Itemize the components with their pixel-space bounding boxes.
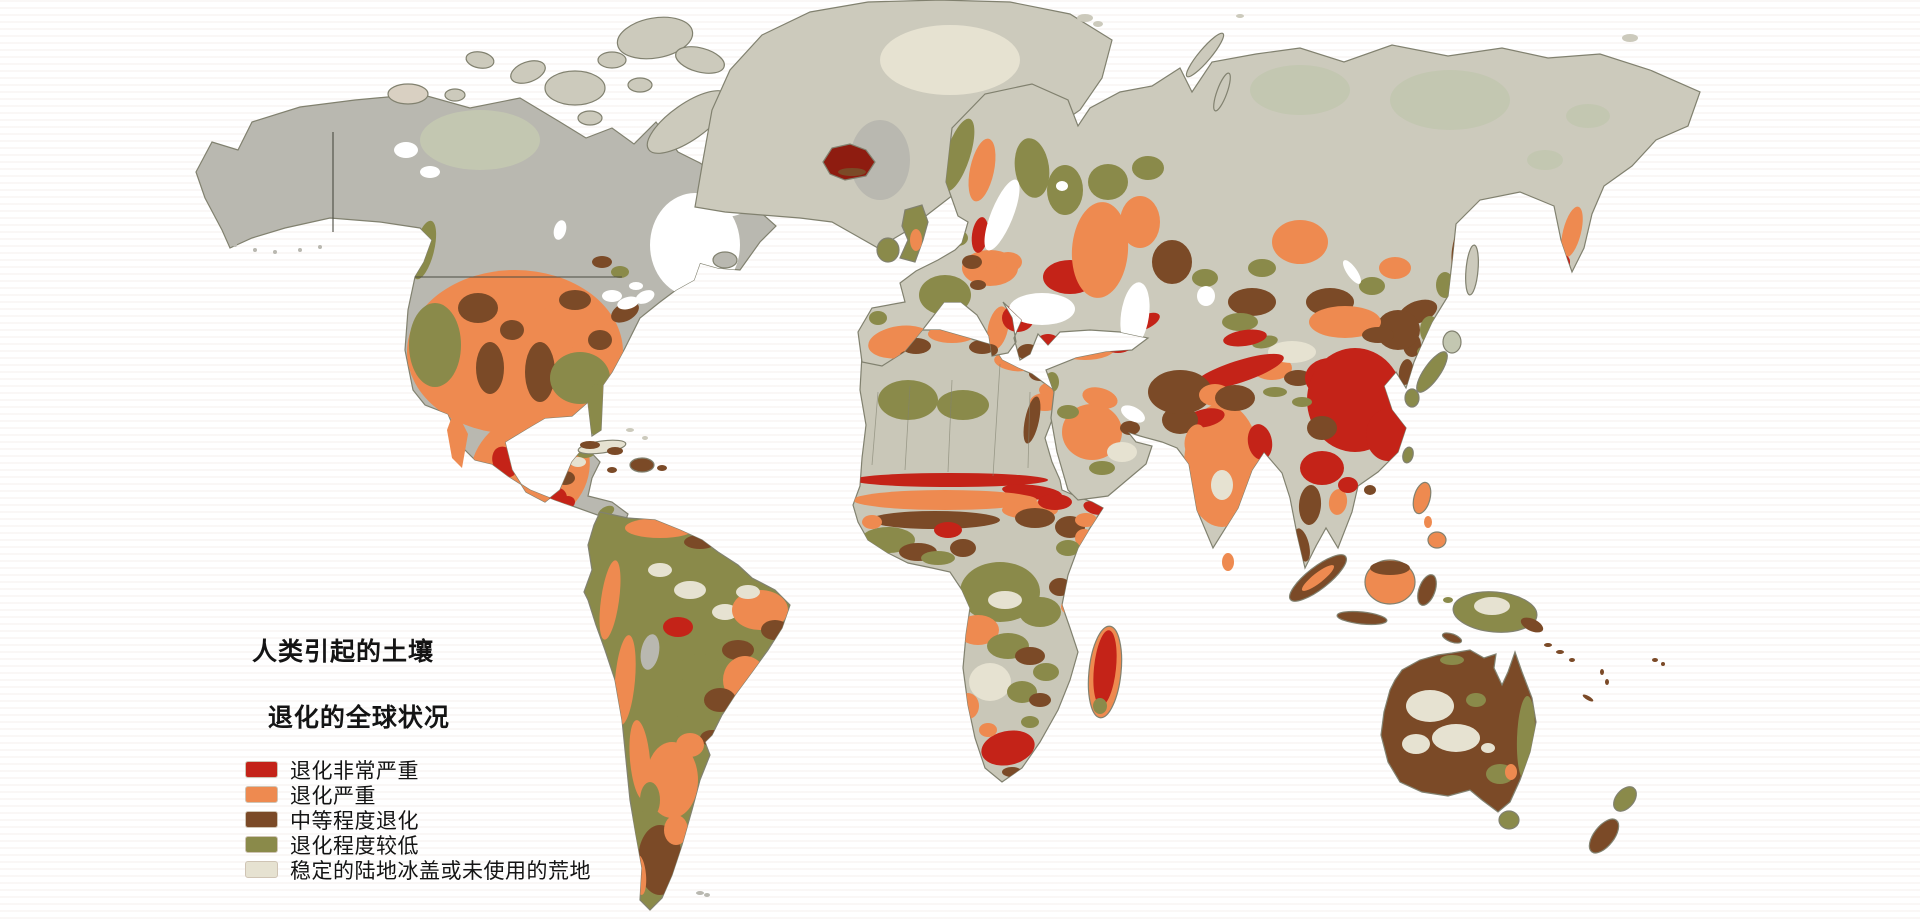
greenland	[694, 0, 1113, 249]
sahara-border-line	[992, 363, 1001, 477]
baja-california	[447, 408, 468, 468]
continent-eurasia	[857, 14, 1701, 571]
continent-africa	[852, 316, 1104, 783]
continent-australia	[1380, 649, 1537, 830]
british-isles	[876, 204, 929, 263]
legend-item-moderate: 中等程度退化	[245, 807, 591, 833]
legend-swatch	[245, 811, 278, 828]
arctic-islands	[387, 16, 730, 154]
java	[1336, 610, 1388, 626]
sahara-border-line	[1027, 391, 1031, 469]
legend-label: 稳定的陆地冰盖或未使用的荒地	[290, 859, 591, 883]
legend-swatch	[245, 761, 278, 778]
legend-swatch	[245, 836, 278, 853]
sahara-border-line	[904, 385, 911, 471]
tasmania	[1498, 810, 1520, 830]
japan	[1404, 330, 1462, 408]
legend-item-stable: 稳定的陆地冰盖或未使用的荒地	[245, 857, 591, 883]
aleutian-islands	[233, 243, 322, 254]
legend-item-low: 退化程度较低	[245, 832, 591, 858]
continent-north-america	[195, 16, 777, 555]
sahara-border-line	[947, 379, 953, 473]
legend-label: 退化非常严重	[290, 759, 419, 783]
legend-item-very-severe: 退化非常严重	[245, 757, 591, 783]
sulawesi	[1417, 574, 1437, 606]
sahara-border-line	[871, 391, 879, 466]
aral-sea	[1197, 286, 1215, 306]
indonesia-oceania	[1289, 554, 1665, 702]
iceland	[822, 143, 876, 181]
moluccas	[1443, 597, 1453, 603]
legend-item-severe: 退化严重	[245, 782, 591, 808]
legend-label: 中等程度退化	[290, 809, 419, 833]
map-title: 人类引起的土壤 退化的全球状况	[252, 636, 591, 735]
legend-swatch	[245, 786, 278, 803]
caspian-sea	[1120, 282, 1150, 348]
baltic-sea	[984, 179, 1020, 251]
arctic-russian-islands	[1077, 14, 1638, 112]
sri-lanka	[1222, 553, 1234, 571]
caribbean-islands	[577, 428, 667, 473]
map-title-line1: 人类引起的土壤	[252, 638, 435, 666]
persian-gulf	[1121, 405, 1145, 423]
madagascar	[1087, 625, 1123, 719]
black-sea	[1009, 293, 1075, 325]
timor	[1441, 632, 1463, 644]
sakhalin	[1465, 244, 1479, 296]
philippines	[1412, 481, 1447, 549]
continent-south-america	[583, 511, 791, 911]
legend-block: 人类引起的土壤 退化的全球状况 退化非常严重 退化严重 中等程度退化 退化程度较…	[245, 636, 591, 883]
hainan	[1364, 485, 1376, 495]
lake-baikal	[1342, 260, 1362, 284]
legend-swatch	[245, 861, 278, 878]
new-guinea	[1452, 591, 1544, 633]
north-island	[1613, 786, 1637, 812]
legend-rows: 退化非常严重 退化严重 中等程度退化 退化程度较低 稳定的陆地冰盖或未使用的荒地	[245, 757, 591, 883]
taiwan	[1402, 446, 1414, 464]
map-title-line2: 退化的全球状况	[267, 704, 450, 732]
lake-ladoga	[1056, 181, 1068, 191]
new-zealand	[1588, 786, 1637, 854]
legend-label: 退化程度较低	[290, 834, 419, 858]
falkland-islands	[696, 891, 710, 897]
pacific-islands	[1544, 643, 1665, 702]
newfoundland	[712, 251, 738, 269]
south-island	[1588, 818, 1620, 854]
legend-label: 退化严重	[290, 784, 376, 808]
